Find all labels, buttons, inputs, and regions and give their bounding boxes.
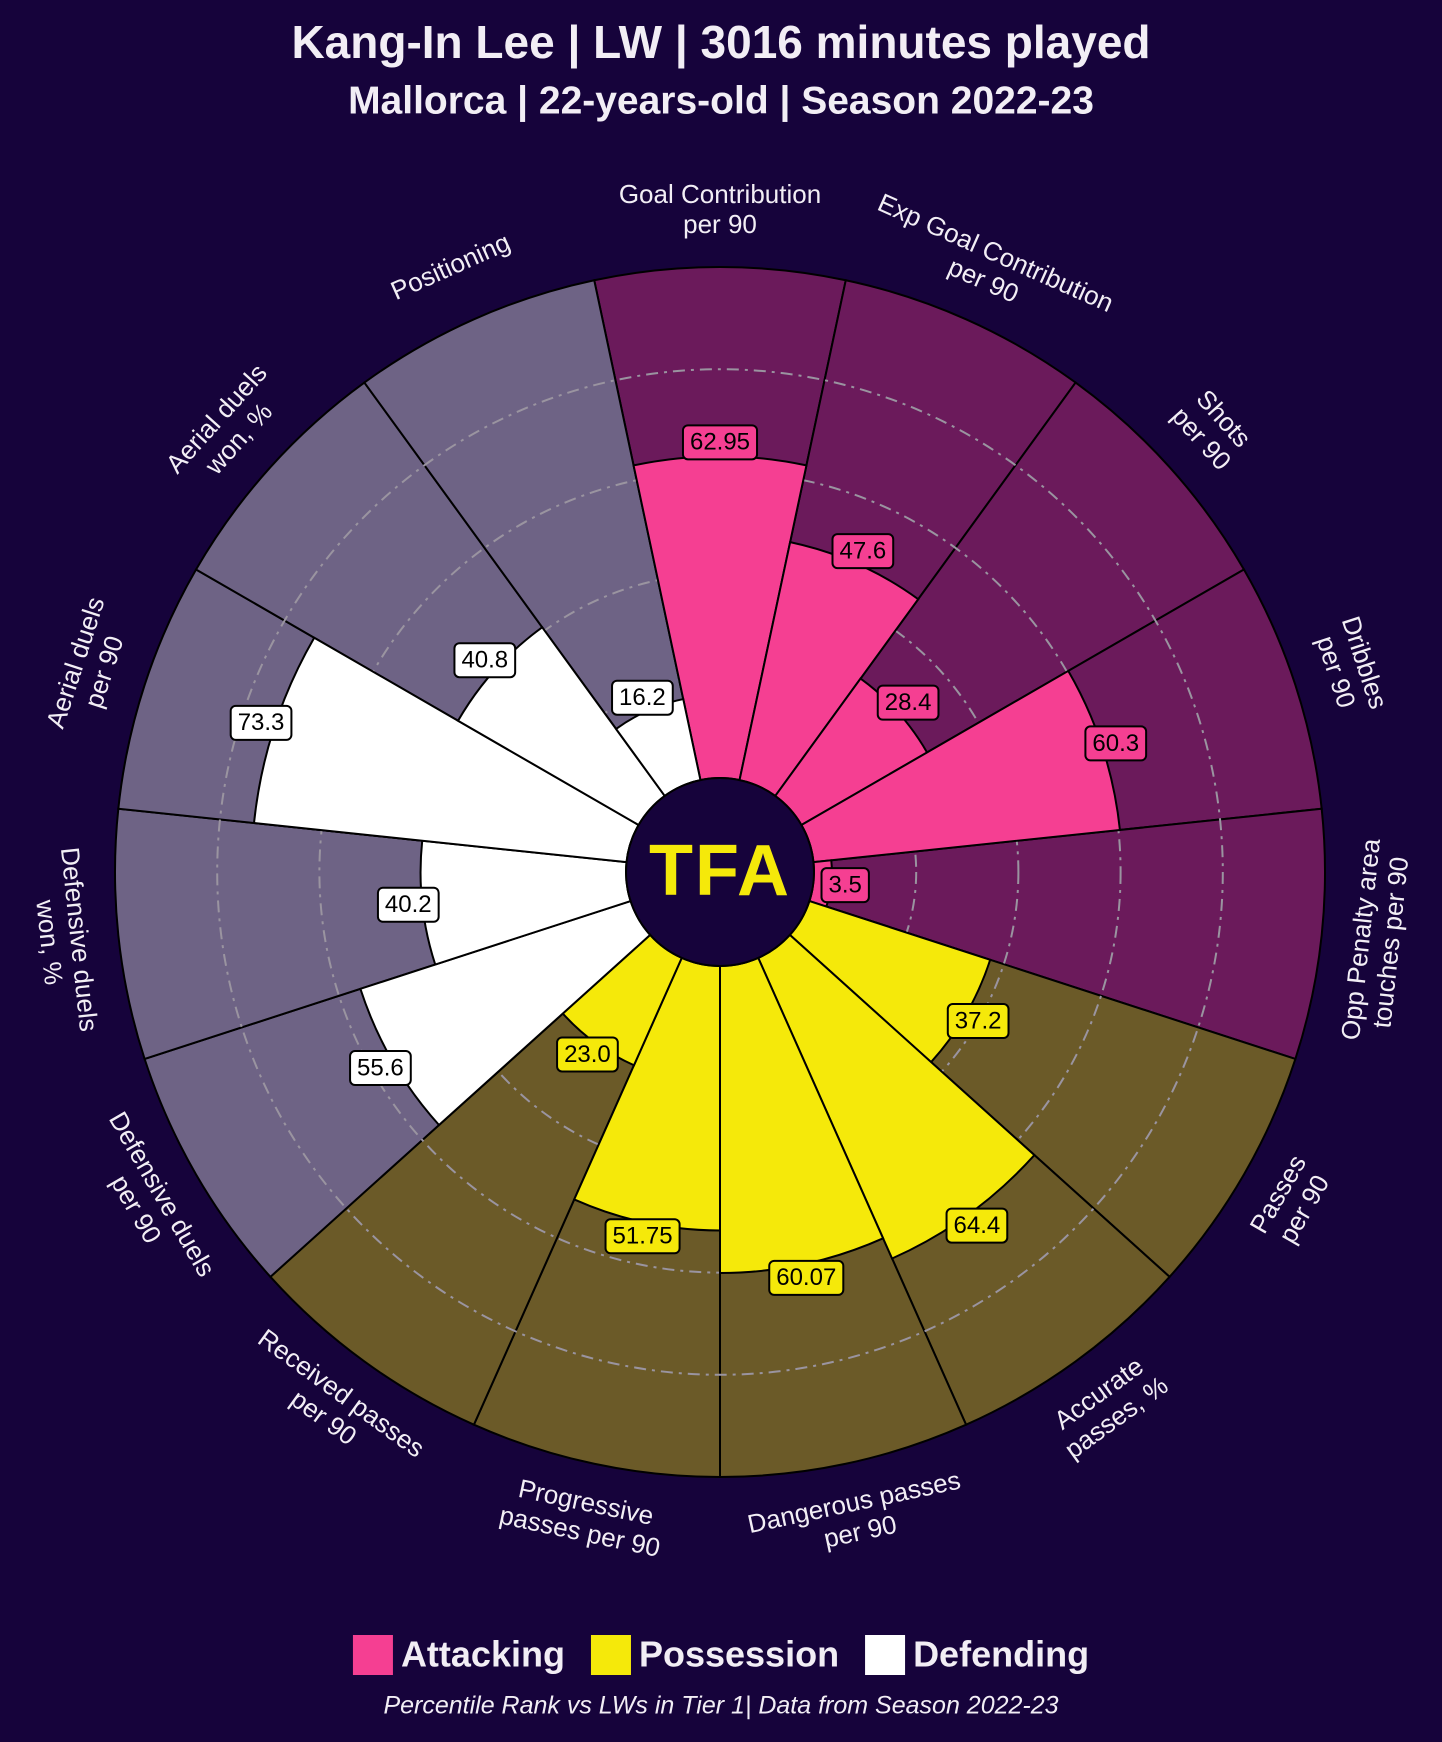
value-label: 40.8 xyxy=(453,642,517,679)
center-circle xyxy=(625,777,815,967)
value-label: 40.2 xyxy=(376,886,440,923)
value-label-box xyxy=(229,704,293,741)
value-label: 23.0 xyxy=(556,1036,619,1073)
legend-swatch xyxy=(352,1635,393,1675)
value-label-box xyxy=(945,1207,1009,1244)
value-labels: 62.95 47.6 28.4 60.3 3.5 37.2 64.4 60.07 51.75 23… xyxy=(229,424,1148,1296)
param-label-line: per 90 xyxy=(683,209,757,239)
param-label: Aerial duelsper 90 xyxy=(40,593,139,741)
value-label-text: 28.4 xyxy=(885,689,932,716)
param-label: Passesper 90 xyxy=(1243,1150,1338,1254)
logo: TFA xyxy=(649,831,791,911)
value-label-box xyxy=(453,642,517,679)
value-label-text: 40.8 xyxy=(461,647,508,674)
value-label: 60.3 xyxy=(1084,725,1148,762)
value-label-text: 62.95 xyxy=(690,429,750,456)
value-label: 16.2 xyxy=(611,679,674,716)
param-label: Opp Penalty areatouches per 90 xyxy=(1335,837,1416,1045)
value-label-box xyxy=(876,684,940,721)
value-label-box xyxy=(1084,725,1148,762)
value-label-box xyxy=(376,886,440,923)
chart-title: Kang-In Lee | LW | 3016 minutes played xyxy=(291,16,1150,68)
value-label-text: 47.6 xyxy=(840,537,887,564)
value-label-text: 16.2 xyxy=(619,684,666,711)
value-label-box xyxy=(681,424,759,461)
grid-circle xyxy=(216,368,1224,1376)
value-label: 47.6 xyxy=(831,533,895,570)
value-label-text: 73.3 xyxy=(238,709,285,736)
value-label-text: 51.75 xyxy=(613,1223,673,1250)
param-label: Progressivepasses per 90 xyxy=(497,1470,669,1563)
value-label-text: 55.6 xyxy=(357,1054,404,1081)
value-label: 62.95 xyxy=(681,424,759,461)
value-label: 64.4 xyxy=(945,1207,1009,1244)
value-label-box xyxy=(556,1036,619,1073)
value-label-text: 64.4 xyxy=(954,1212,1001,1239)
param-label: Dangerous passesper 90 xyxy=(745,1465,970,1569)
param-label-line: Positioning xyxy=(386,227,514,306)
param-label-line: Goal Contribution xyxy=(619,179,821,209)
value-label: 73.3 xyxy=(229,704,293,741)
value-label-text: 60.07 xyxy=(776,1264,836,1291)
value-label-box xyxy=(768,1259,845,1296)
param-label: Dribblesper 90 xyxy=(1307,612,1394,721)
bars xyxy=(252,455,1122,1274)
value-label: 55.6 xyxy=(349,1050,412,1087)
value-label: 3.5 xyxy=(820,867,870,904)
value-label-box xyxy=(611,679,674,716)
value-label-text: 23.0 xyxy=(564,1041,611,1068)
param-label: Defensive duelswon, % xyxy=(25,846,104,1036)
value-label-box xyxy=(831,533,895,570)
legend: Attacking Possession Defending xyxy=(352,1634,1089,1675)
legend-swatch xyxy=(865,1635,906,1675)
value-label-box xyxy=(349,1050,412,1087)
value-label: 51.75 xyxy=(604,1218,681,1255)
chart-subtitle: Mallorca | 22-years-old | Season 2022-23 xyxy=(348,79,1094,122)
value-label-text: 3.5 xyxy=(829,872,862,899)
legend-text: Defending xyxy=(913,1634,1089,1675)
value-label-text: 37.2 xyxy=(955,1007,1002,1034)
value-label-text: 60.3 xyxy=(1092,730,1139,757)
value-label-box xyxy=(604,1218,681,1255)
legend-text: Attacking xyxy=(401,1634,565,1675)
param-label: Positioning xyxy=(386,227,514,306)
param-label: Shotsper 90 xyxy=(1166,381,1260,476)
legend-swatch xyxy=(590,1635,631,1675)
value-label: 37.2 xyxy=(946,1003,1010,1040)
value-label-box xyxy=(946,1003,1010,1040)
legend-text: Possession xyxy=(639,1634,839,1675)
value-label: 28.4 xyxy=(876,684,940,721)
value-label-box xyxy=(820,867,870,904)
param-label: Goal Contribution per 90 xyxy=(619,179,821,239)
value-label-text: 40.2 xyxy=(385,891,432,918)
footnote: Percentile Rank vs LWs in Tier 1| Data f… xyxy=(383,1692,1058,1720)
value-label: 60.07 xyxy=(768,1259,845,1296)
